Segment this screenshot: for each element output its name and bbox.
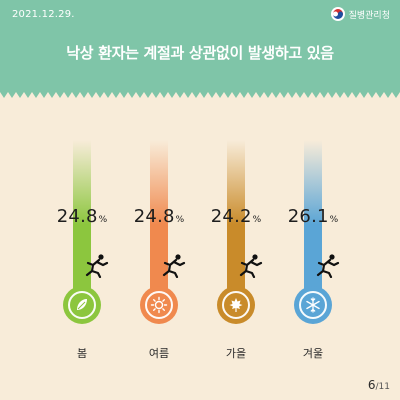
falling-person-icon xyxy=(316,254,340,278)
season-item-winter: 26.1% 겨울 xyxy=(278,140,348,360)
falling-person-icon xyxy=(239,254,263,278)
season-item-spring: 24.8% 봄 xyxy=(47,140,117,360)
thermometer-stem xyxy=(73,140,91,294)
sun-icon xyxy=(150,296,168,314)
percent-label: 24.2% xyxy=(191,206,281,227)
season-label: 겨울 xyxy=(302,347,324,360)
percent-sign: % xyxy=(175,215,185,225)
percent-label: 24.8% xyxy=(37,206,127,227)
thermometer-stem xyxy=(304,140,322,294)
percent-sign: % xyxy=(329,215,339,225)
thermometer-stem xyxy=(227,140,245,294)
thermometer-bulb xyxy=(63,286,101,324)
falling-person-icon xyxy=(85,254,109,278)
percent-label: 24.8% xyxy=(114,206,204,227)
thermometer-bulb xyxy=(294,286,332,324)
page-current: 6 xyxy=(367,378,376,392)
maple-leaf-icon xyxy=(229,298,243,312)
agency-name: 질병관리청 xyxy=(348,10,390,21)
taeguk-emblem-icon xyxy=(330,7,345,21)
percent-value: 24.2 xyxy=(210,206,252,227)
zigzag-border xyxy=(0,88,400,98)
percent-value: 24.8 xyxy=(133,206,175,227)
thermometer-bulb xyxy=(140,286,178,324)
thermometer-bulb xyxy=(217,286,255,324)
percent-sign: % xyxy=(252,215,262,225)
falling-person-icon xyxy=(162,254,186,278)
percent-label: 26.1% xyxy=(268,206,358,227)
leaf-icon xyxy=(77,299,87,310)
page-indicator: 6/11 xyxy=(368,378,390,392)
season-item-autumn: 24.2% 가을 xyxy=(201,140,271,360)
season-label: 가을 xyxy=(225,347,247,360)
headline: 낙상 환자는 계절과 상관없이 발생하고 있음 xyxy=(66,44,334,62)
thermometer-stem xyxy=(150,140,168,294)
percent-value: 24.8 xyxy=(56,206,98,227)
season-label: 여름 xyxy=(148,347,170,360)
season-label: 봄 xyxy=(76,347,88,360)
season-item-summer: 24.8% 여름 xyxy=(124,140,194,360)
agency-badge: 질병관리청 xyxy=(330,7,390,21)
date-label: 2021.12.29. xyxy=(12,9,75,20)
percent-value: 26.1 xyxy=(287,206,329,227)
snowflake-icon xyxy=(306,297,320,313)
page-total: /11 xyxy=(375,382,390,392)
percent-sign: % xyxy=(98,215,108,225)
